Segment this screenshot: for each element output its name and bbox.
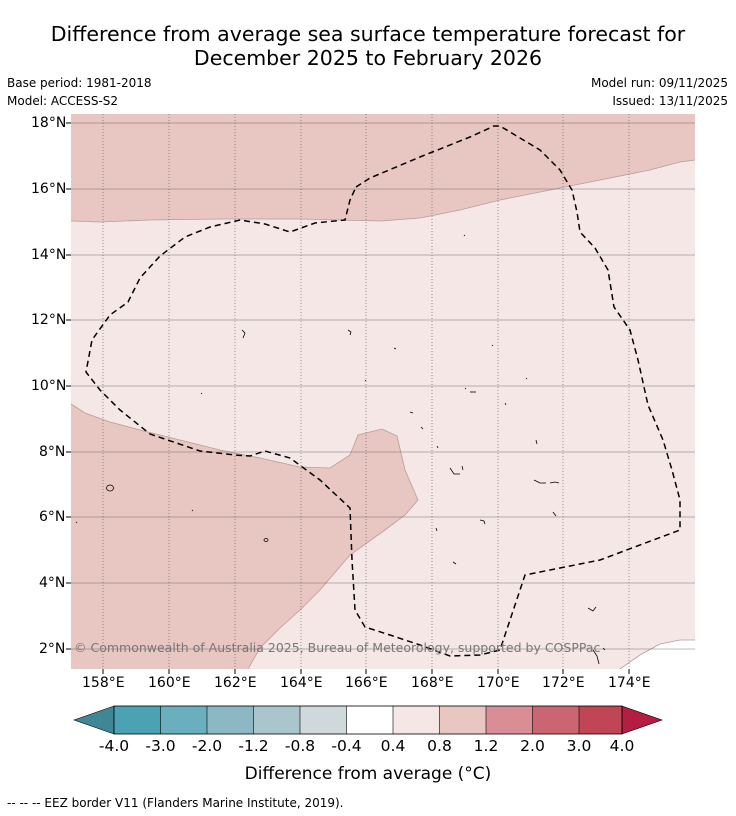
colorbar-cell-11: [579, 706, 622, 734]
copyright-notice: © Commonwealth of Australia 2025, Bureau…: [74, 640, 601, 655]
colorbar-title: Difference from average (°C): [244, 764, 492, 784]
eez-footnote: -- -- -- EEZ border V11 (Flanders Marine…: [7, 796, 344, 810]
anomaly-region-north: [71, 114, 695, 222]
colorbar-tick-label: 0.8: [427, 737, 452, 755]
lat-label: 12°N: [31, 312, 67, 328]
colorbar: [73, 705, 663, 735]
lon-label: 166°E: [345, 675, 388, 691]
colorbar-extend-low: [73, 705, 115, 735]
lon-label: 164°E: [280, 675, 323, 691]
colorbar-tick-label: 4.0: [609, 737, 635, 755]
colorbar-cell-9: [486, 706, 533, 734]
lat-label: 10°N: [31, 378, 67, 394]
title-line-2: December 2025 to February 2026: [193, 46, 543, 70]
colorbar-cell-10: [532, 706, 579, 734]
colorbar-tick-label: -0.8: [284, 737, 316, 755]
lat-label: 18°N: [31, 115, 67, 131]
map-area: [71, 114, 695, 669]
lon-label: 168°E: [411, 675, 454, 691]
axis-ticks: [66, 122, 630, 674]
lat-label: 16°N: [31, 181, 67, 197]
colorbar-tick-label: 0.4: [380, 737, 406, 755]
colorbar-cell-1: [114, 706, 161, 734]
colorbar-tick-label: -2.0: [191, 737, 223, 755]
lat-label: 14°N: [31, 247, 67, 263]
model-name: Model: ACCESS-S2: [7, 94, 119, 108]
colorbar-cell-7: [393, 706, 440, 734]
issued-date: Issued: 13/11/2025: [612, 94, 728, 108]
colorbar-tick-label: -4.0: [98, 737, 130, 755]
base-period: Base period: 1981-2018: [7, 76, 152, 90]
contour-line-southeast: [619, 639, 695, 669]
lat-label: 6°N: [39, 509, 66, 525]
anomaly-region-southwest: [71, 404, 418, 669]
chart-title: Difference from average sea surface temp…: [0, 22, 736, 70]
lon-label: 170°E: [477, 675, 520, 691]
contour-line-north: [71, 159, 695, 223]
colorbar-cell-3: [207, 706, 254, 734]
lon-label: 160°E: [148, 675, 191, 691]
colorbar-tick-label: 1.2: [473, 737, 499, 755]
lat-label: 2°N: [39, 641, 66, 657]
colorbar-extend-high: [621, 705, 663, 735]
model-run: Model run: 09/11/2025: [590, 76, 728, 90]
lon-label: 162°E: [214, 675, 257, 691]
meta-right: Model run: 09/11/2025 Issued: 13/11/2025: [591, 74, 728, 110]
colorbar-tick-label: 3.0: [566, 737, 592, 755]
colorbar-tick-label: -3.0: [145, 737, 176, 755]
colorbar-cell-2: [160, 706, 207, 734]
lon-label: 172°E: [542, 675, 585, 691]
lon-label: 174°E: [608, 675, 651, 691]
anomaly-region-southeast: [620, 640, 695, 669]
colorbar-cell-5: [300, 706, 347, 734]
title-line-1: Difference from average sea surface temp…: [50, 22, 686, 46]
contour-line-southwest: [71, 403, 419, 669]
colorbar-cell-8: [439, 706, 486, 734]
gridlines: [71, 114, 695, 669]
islands: [75, 234, 606, 665]
lon-label: 158°E: [82, 675, 125, 691]
colorbar-tick-label: -0.4: [331, 737, 362, 755]
colorbar-tick-label: 2.0: [520, 737, 545, 755]
colorbar-cell-4: [253, 706, 300, 734]
eez-border: [85, 125, 681, 657]
colorbar-cell-6: [346, 706, 393, 734]
meta-left: Base period: 1981-2018 Model: ACCESS-S2: [7, 74, 152, 110]
lat-label: 8°N: [39, 444, 66, 460]
lat-label: 4°N: [39, 575, 66, 591]
colorbar-tick-label: -1.2: [238, 737, 269, 755]
